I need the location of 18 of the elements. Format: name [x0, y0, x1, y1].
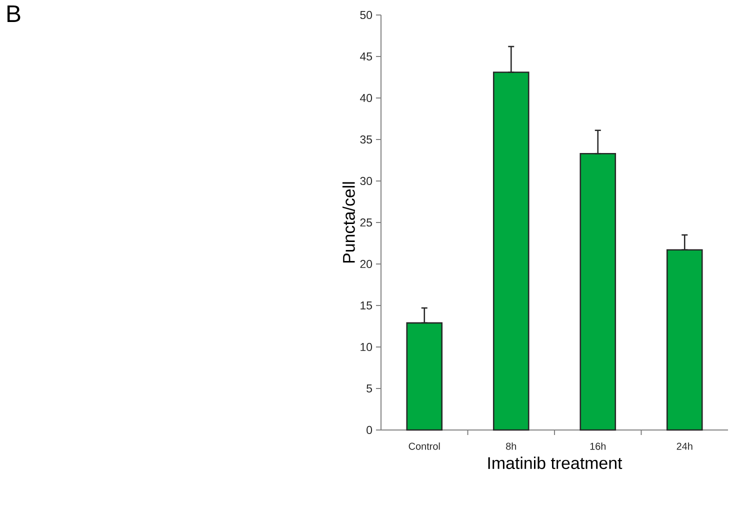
y-tick-label: 10	[360, 342, 372, 352]
y-tick-label: 5	[366, 384, 372, 392]
y-tick-label: 25	[360, 218, 372, 227]
y-tick-label: 0	[366, 426, 372, 434]
x-axis-title: Imatinib treatment	[488, 456, 622, 470]
y-axis-title: Puncta/cell	[342, 182, 355, 263]
y-tick-label: 30	[360, 176, 372, 186]
x-tick-label: 16h	[590, 442, 606, 450]
y-tick-label: 35	[360, 135, 372, 144]
y-tick-label: 20	[360, 260, 372, 268]
y-tick-label: 40	[360, 94, 372, 102]
text: B	[8, 6, 20, 22]
y-tick-label: 15	[360, 302, 372, 310]
x-tick-label: 8h	[506, 442, 516, 450]
y-tick-label: 50	[360, 10, 372, 20]
x-tick-label: Control	[408, 442, 440, 450]
x-tick-label: 24h	[676, 442, 692, 450]
y-tick-label: 45	[360, 52, 372, 60]
